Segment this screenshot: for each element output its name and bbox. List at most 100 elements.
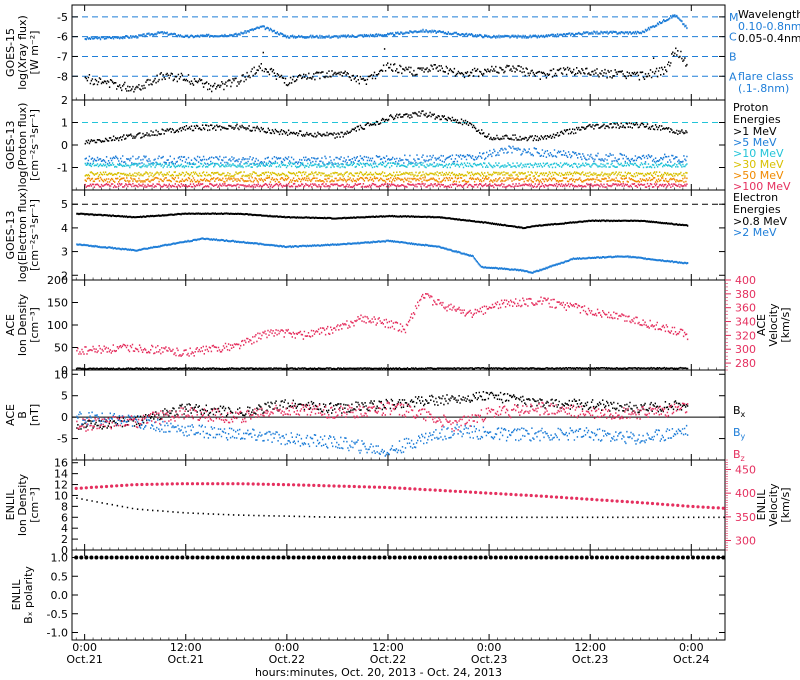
y-tick-label: -8	[57, 70, 68, 83]
data-point	[428, 555, 433, 560]
data-point	[84, 486, 88, 490]
data-point	[342, 484, 346, 488]
data-point	[332, 555, 336, 560]
y-tick-label: 0.5	[51, 570, 69, 583]
series->50 MeV	[84, 176, 688, 183]
y-axis-label: ENLIL	[4, 489, 17, 521]
data-point	[119, 555, 124, 560]
data-point	[686, 504, 690, 508]
y2-tick-label: 400	[735, 487, 756, 500]
y-tick-label: 50	[54, 342, 68, 355]
legend-title: Electron	[733, 191, 778, 204]
data-point	[317, 483, 321, 488]
data-point	[524, 555, 529, 560]
data-point	[721, 506, 725, 510]
y-axis-label: [nT]	[28, 404, 41, 426]
x-tick-date: Oct.21	[167, 653, 204, 666]
y2-tick-label: 340	[735, 316, 756, 329]
y-tick-label: 0	[61, 364, 68, 377]
data-point	[155, 482, 159, 486]
data-point	[645, 501, 650, 505]
series-Bx polarity	[74, 555, 726, 560]
data-point	[524, 493, 528, 497]
data-point	[635, 555, 640, 560]
series-marks	[76, 237, 689, 274]
x-tick-date: Oct.24	[673, 653, 710, 666]
data-point	[696, 505, 700, 509]
panel-frame	[71, 369, 726, 461]
data-point	[99, 555, 104, 560]
x-tick-label: 0:00	[72, 641, 97, 654]
y-tick-label: 16	[54, 457, 68, 470]
data-point	[670, 555, 675, 560]
data-point	[170, 482, 174, 486]
y2-tick-label: 300	[735, 535, 756, 548]
legend-entry: By	[733, 426, 746, 441]
data-point	[170, 555, 175, 560]
legend-note: (.1-.8nm)	[738, 82, 789, 95]
flare-class-label: A	[729, 70, 737, 83]
y-tick-label: 1.0	[51, 552, 69, 565]
data-point	[478, 555, 483, 560]
series-Velocity	[76, 293, 689, 357]
data-point	[716, 555, 721, 560]
data-point	[89, 485, 93, 489]
data-point	[640, 501, 645, 505]
y-tick-label: 100	[47, 319, 68, 332]
y-tick-label: 4	[61, 522, 68, 535]
data-point	[94, 485, 98, 489]
data-point	[261, 482, 265, 486]
data-point	[337, 484, 341, 488]
data-point	[256, 482, 260, 486]
data-point	[474, 490, 478, 494]
data-point	[327, 555, 331, 560]
data-point	[570, 496, 574, 500]
data-point	[99, 485, 104, 489]
panel-ace_mag: 10 5 0 -5 ACE B [nT] Bx By Bz	[4, 368, 746, 463]
data-point	[276, 555, 281, 560]
data-point	[585, 497, 589, 501]
y-axis-label: [W m⁻²]	[28, 31, 41, 75]
data-point	[630, 500, 634, 504]
legend-entry: >2 MeV	[733, 226, 777, 239]
data-point	[458, 555, 463, 560]
x-axis: 0:00Oct.2112:00Oct.210:00Oct.2212:00Oct.…	[66, 641, 709, 679]
data-point	[125, 483, 129, 487]
data-point	[291, 555, 296, 560]
y-tick-label: 0.0	[51, 589, 69, 602]
data-point	[605, 498, 609, 502]
data-point	[589, 555, 594, 560]
data-point	[230, 555, 235, 560]
data-point	[139, 555, 144, 560]
y2-tick-label: 280	[735, 357, 756, 370]
x-tick-label: 0:00	[477, 641, 502, 654]
data-point	[615, 555, 620, 560]
data-point	[332, 484, 336, 488]
data-point	[721, 555, 726, 560]
data-point	[367, 555, 372, 560]
data-point	[605, 555, 609, 560]
data-point	[640, 555, 645, 560]
legend-title: Energies	[733, 203, 781, 216]
x-tick-label: 12:00	[170, 641, 202, 654]
data-point	[443, 555, 448, 560]
data-point	[433, 488, 437, 492]
data-point	[418, 487, 422, 491]
legend-title: Energies	[733, 113, 781, 126]
y-axis-label: GOES-15	[4, 28, 17, 77]
legend-title: Proton	[733, 101, 768, 114]
data-point	[347, 484, 351, 488]
data-point	[565, 496, 569, 500]
series-marks	[84, 47, 688, 93]
data-point	[665, 555, 670, 560]
data-point	[165, 555, 170, 560]
y-axis-label: log(Proton flux)	[16, 103, 29, 188]
y-tick-label: 0	[61, 544, 68, 557]
legend-entry: >100 MeV	[733, 180, 791, 193]
y-tick-label: -7	[57, 50, 68, 63]
data-point	[539, 555, 544, 560]
data-point	[261, 555, 266, 560]
y-axis-label: [cm⁻³]	[28, 487, 41, 523]
data-point	[645, 555, 650, 560]
data-point	[433, 555, 438, 560]
